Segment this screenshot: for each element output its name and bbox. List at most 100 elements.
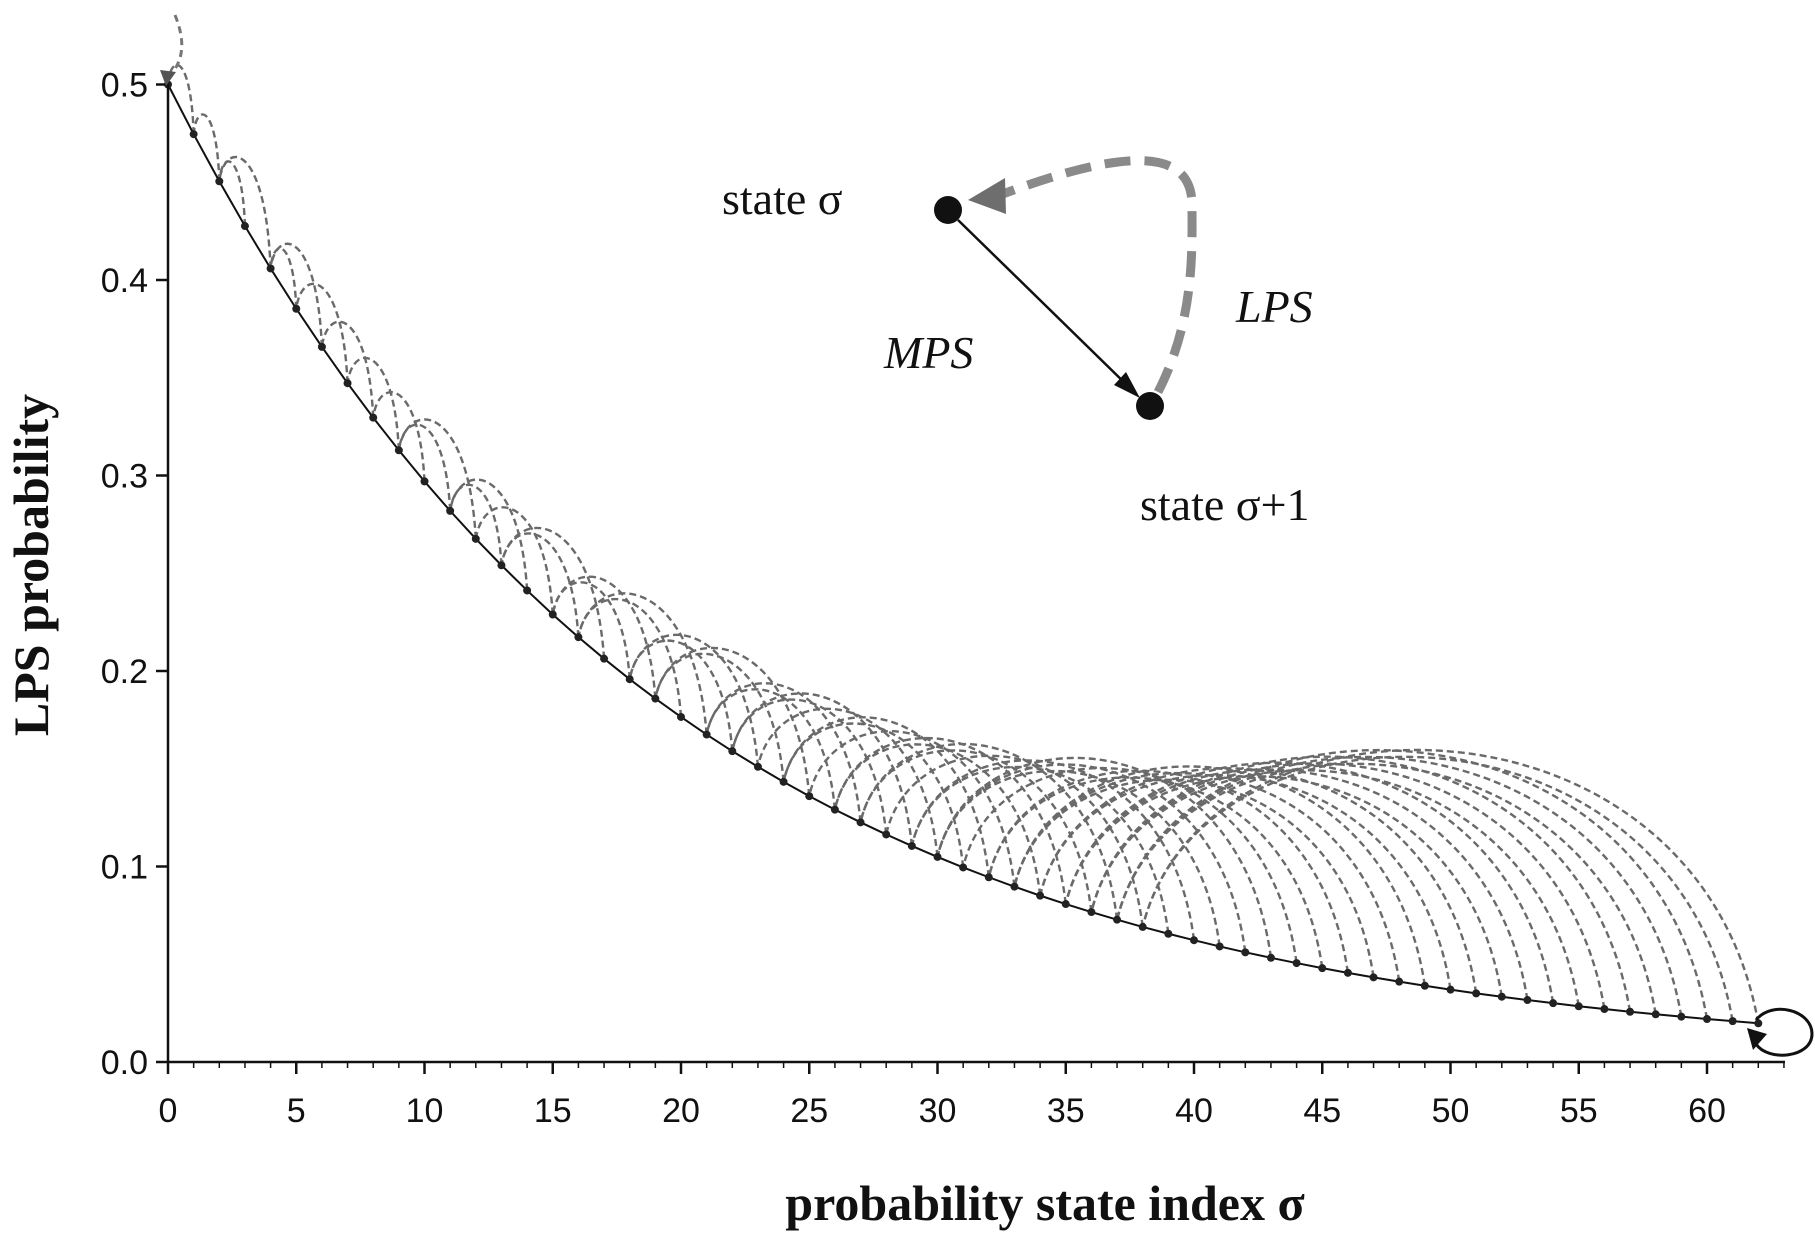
mps-label: MPS (883, 327, 973, 378)
state-point (1369, 973, 1378, 982)
state-point (215, 177, 224, 186)
state-point (292, 304, 301, 313)
lps-transition-arc (551, 581, 631, 680)
state-probability-curve (164, 80, 1763, 1028)
lps-transition-arc (628, 633, 760, 767)
state-point (497, 561, 506, 570)
lps-transition-arc (295, 282, 349, 384)
lps-transition-arc (1013, 778, 1375, 978)
lps-transition-arc (756, 707, 939, 858)
end-self-loop (1754, 1007, 1814, 1057)
state-point (1574, 1002, 1583, 1011)
lps-transition-arc (731, 692, 914, 847)
lps-transition-arc (1013, 772, 1401, 982)
state-point (1164, 929, 1173, 938)
state-point (1472, 989, 1481, 998)
state-point (1651, 1010, 1660, 1019)
lps-transition-arc (808, 730, 1016, 887)
x-tick-label: 15 (534, 1092, 572, 1130)
lps-transition-arc (1141, 748, 1760, 1024)
y-axis-title: LPS probability (3, 394, 59, 736)
lps-transition-arc (346, 356, 401, 451)
state-point (728, 747, 737, 756)
state-point (266, 264, 275, 273)
y-tick-labels: 0.0 0.1 0.2 0.3 0.4 0.5 (101, 67, 148, 1083)
x-tick-label: 5 (287, 1092, 306, 1130)
state-point (959, 863, 968, 872)
state-point (1549, 999, 1558, 1008)
lps-transition-arc (218, 155, 272, 269)
lps-arrow (998, 156, 1197, 395)
lps-transition-arc (859, 749, 1093, 913)
lps-transition-arc (320, 320, 375, 418)
mps-arrowhead (1114, 372, 1140, 398)
state-point (548, 610, 557, 619)
state-point (984, 873, 993, 882)
state-point (1292, 959, 1301, 968)
x-tick-label: 30 (919, 1092, 957, 1130)
lps-label: LPS (1235, 281, 1313, 332)
x-tick-label: 45 (1303, 1092, 1341, 1130)
state-point (600, 654, 609, 663)
state-point (1087, 908, 1096, 917)
state-point (1343, 968, 1352, 977)
state-point (574, 633, 583, 642)
state-point (1395, 977, 1404, 986)
lps-transition-arc (218, 160, 247, 227)
lps-transition-arc (936, 769, 1221, 947)
state-point (1318, 964, 1327, 973)
lps-transition-arcs (166, 63, 1760, 1024)
x-tick-label: 60 (1688, 1092, 1726, 1130)
lps-transition-arc (936, 756, 1273, 958)
transition-legend-inset: state σ state σ+1 MPS LPS (722, 156, 1313, 530)
lps-transition-arc (269, 242, 324, 347)
lps-transition-arc (448, 478, 529, 591)
state-point (933, 852, 942, 861)
state-point (830, 805, 839, 814)
lps-transition-arc (782, 722, 965, 868)
state-point (1600, 1005, 1609, 1014)
lps-transition-arc (654, 646, 811, 797)
lps-transition-arc (1064, 768, 1529, 1001)
state-point (369, 413, 378, 422)
state-point (779, 777, 788, 786)
state-point (394, 446, 403, 455)
lps-transition-arc (885, 754, 1144, 928)
state-point (420, 477, 429, 486)
state-point (907, 841, 916, 850)
state-point (677, 712, 685, 721)
state-point (1010, 882, 1019, 891)
lps-transition-arc (910, 765, 1170, 934)
state-point (856, 818, 865, 827)
state-sigma-node (934, 196, 962, 224)
lps-transition-arc (1115, 748, 1709, 1020)
state-point (446, 506, 455, 515)
state-point (1190, 936, 1198, 945)
x-tick-label: 20 (662, 1092, 700, 1130)
lps-transition-arc (474, 506, 554, 615)
x-tick-label: 40 (1175, 1092, 1213, 1130)
y-tick-label: 0.1 (101, 849, 148, 887)
lps-transition-arc (1090, 762, 1606, 1010)
state-point (317, 342, 326, 351)
state-point (753, 762, 762, 771)
state-point (1626, 1007, 1635, 1016)
lps-transition-arc (987, 776, 1324, 969)
x-tick-label: 25 (790, 1092, 828, 1130)
end-self-loop-arrowhead (1747, 1028, 1767, 1050)
lps-transition-arc (1090, 755, 1632, 1012)
state-point (240, 222, 249, 231)
state-point (1266, 953, 1275, 962)
x-tick-label: 35 (1047, 1092, 1085, 1130)
y-tick-label: 0.5 (101, 67, 148, 105)
lps-transition-arc (269, 247, 298, 309)
state-point (523, 586, 532, 595)
state-point (189, 130, 198, 139)
x-tick-labels: 0 5 10 15 20 25 30 35 40 45 50 55 60 (159, 1092, 1726, 1130)
state-point (1420, 981, 1429, 990)
start-arrowhead (160, 70, 176, 86)
state-point (882, 830, 891, 839)
state-point (1113, 915, 1122, 924)
state-point (1754, 1019, 1763, 1028)
state-point (471, 534, 480, 543)
